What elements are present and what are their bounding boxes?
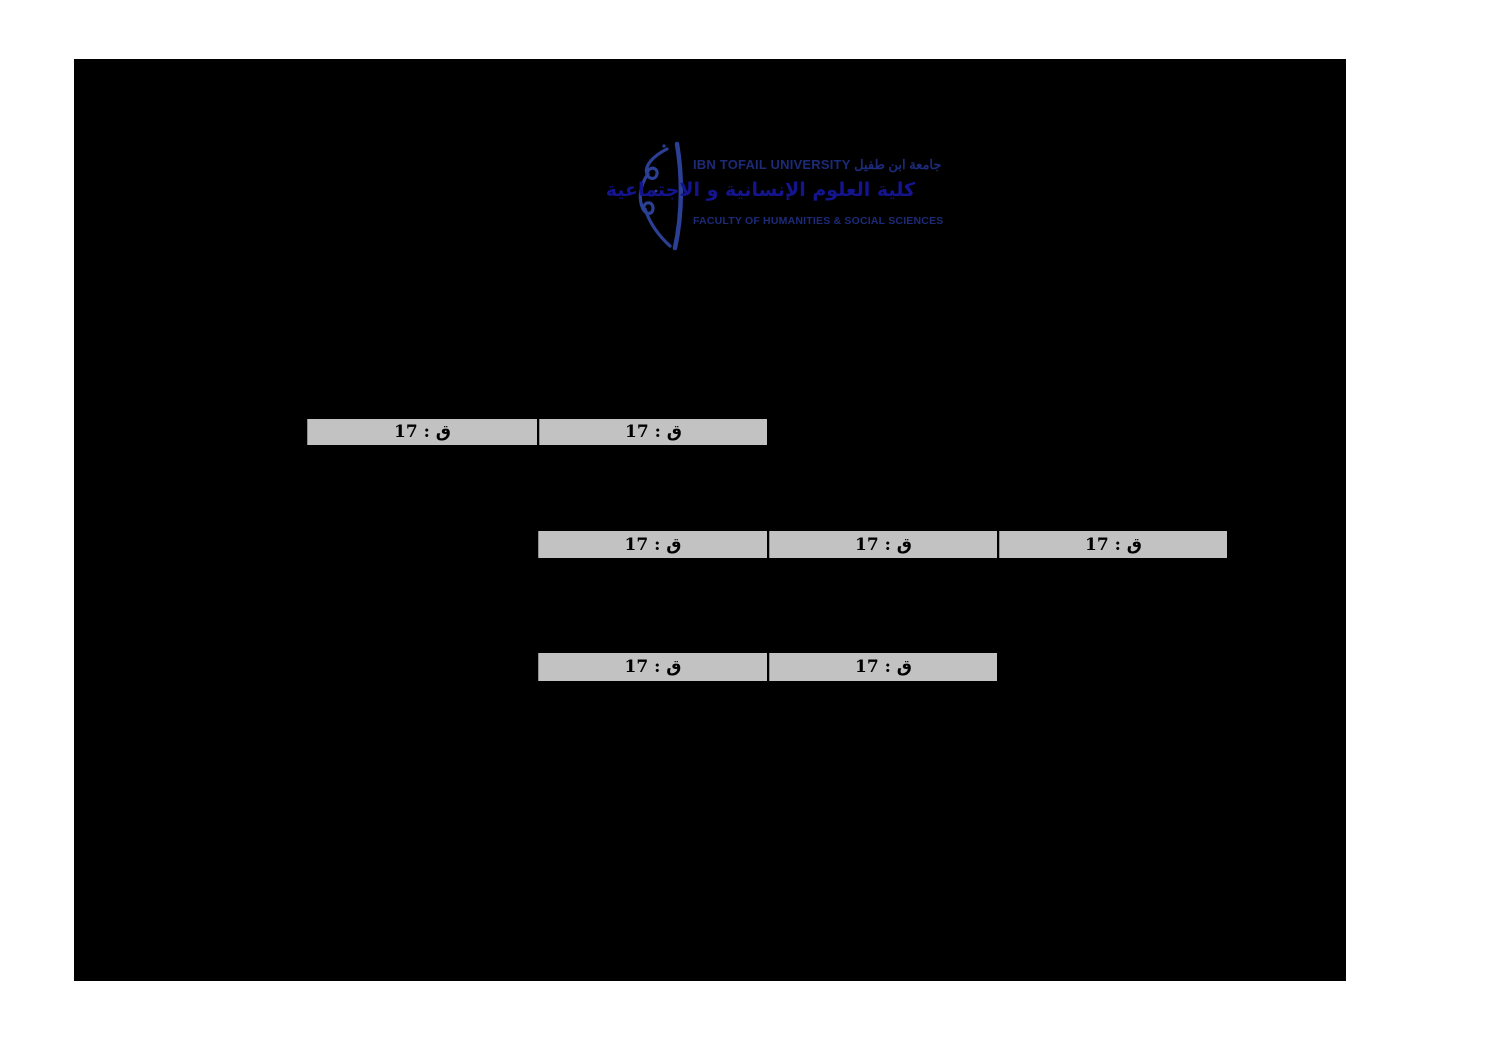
room-cell: ق : 17: [999, 531, 1227, 558]
room-cell: ق : 17: [539, 419, 767, 445]
logo-text-block: IBN TOFAIL UNIVERSITY جامعة ابن طفيل كلي…: [605, 137, 944, 257]
room-cell: ق : 17: [769, 531, 997, 558]
room-cell: ق : 17: [538, 531, 767, 558]
logo-line-university-name: IBN TOFAIL UNIVERSITY جامعة ابن طفيل: [693, 157, 942, 172]
ibn-tofail-calligraphy-icon: [638, 141, 684, 251]
room-cell: ق : 17: [307, 419, 537, 445]
logo-line-faculty-english: FACULTY OF HUMANITIES & SOCIAL SCIENCES: [693, 215, 944, 227]
room-cell: ق : 17: [538, 653, 767, 681]
document-page: IBN TOFAIL UNIVERSITY جامعة ابن طفيل كلي…: [74, 59, 1346, 981]
logo-line-faculty-arabic: كلية العلوم الإنسانية و الاجتماعية: [605, 179, 915, 201]
room-cell: ق : 17: [769, 653, 997, 681]
university-logo: IBN TOFAIL UNIVERSITY جامعة ابن طفيل كلي…: [605, 137, 944, 257]
